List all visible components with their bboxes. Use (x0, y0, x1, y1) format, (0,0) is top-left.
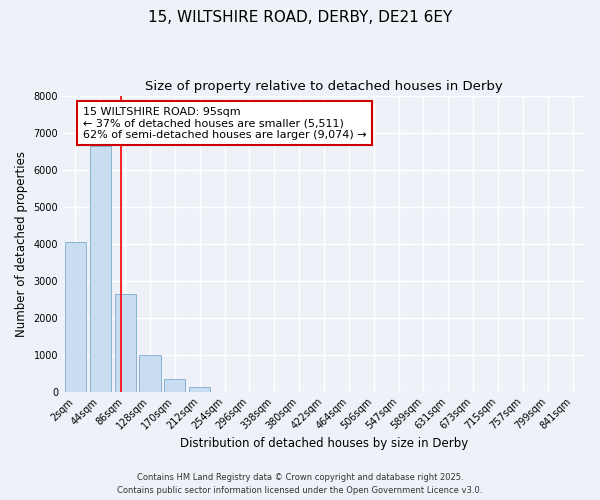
X-axis label: Distribution of detached houses by size in Derby: Distribution of detached houses by size … (180, 437, 468, 450)
Title: Size of property relative to detached houses in Derby: Size of property relative to detached ho… (145, 80, 503, 93)
Text: 15, WILTSHIRE ROAD, DERBY, DE21 6EY: 15, WILTSHIRE ROAD, DERBY, DE21 6EY (148, 10, 452, 25)
Bar (139, 356, 161, 392)
Y-axis label: Number of detached properties: Number of detached properties (15, 150, 28, 336)
Text: 15 WILTSHIRE ROAD: 95sqm
← 37% of detached houses are smaller (5,511)
62% of sem: 15 WILTSHIRE ROAD: 95sqm ← 37% of detach… (83, 106, 367, 140)
Bar (65, 242, 86, 392)
Text: Contains HM Land Registry data © Crown copyright and database right 2025.
Contai: Contains HM Land Registry data © Crown c… (118, 474, 482, 495)
Bar (164, 378, 185, 392)
Bar (189, 387, 211, 392)
Bar (90, 146, 111, 392)
Bar (115, 294, 136, 392)
